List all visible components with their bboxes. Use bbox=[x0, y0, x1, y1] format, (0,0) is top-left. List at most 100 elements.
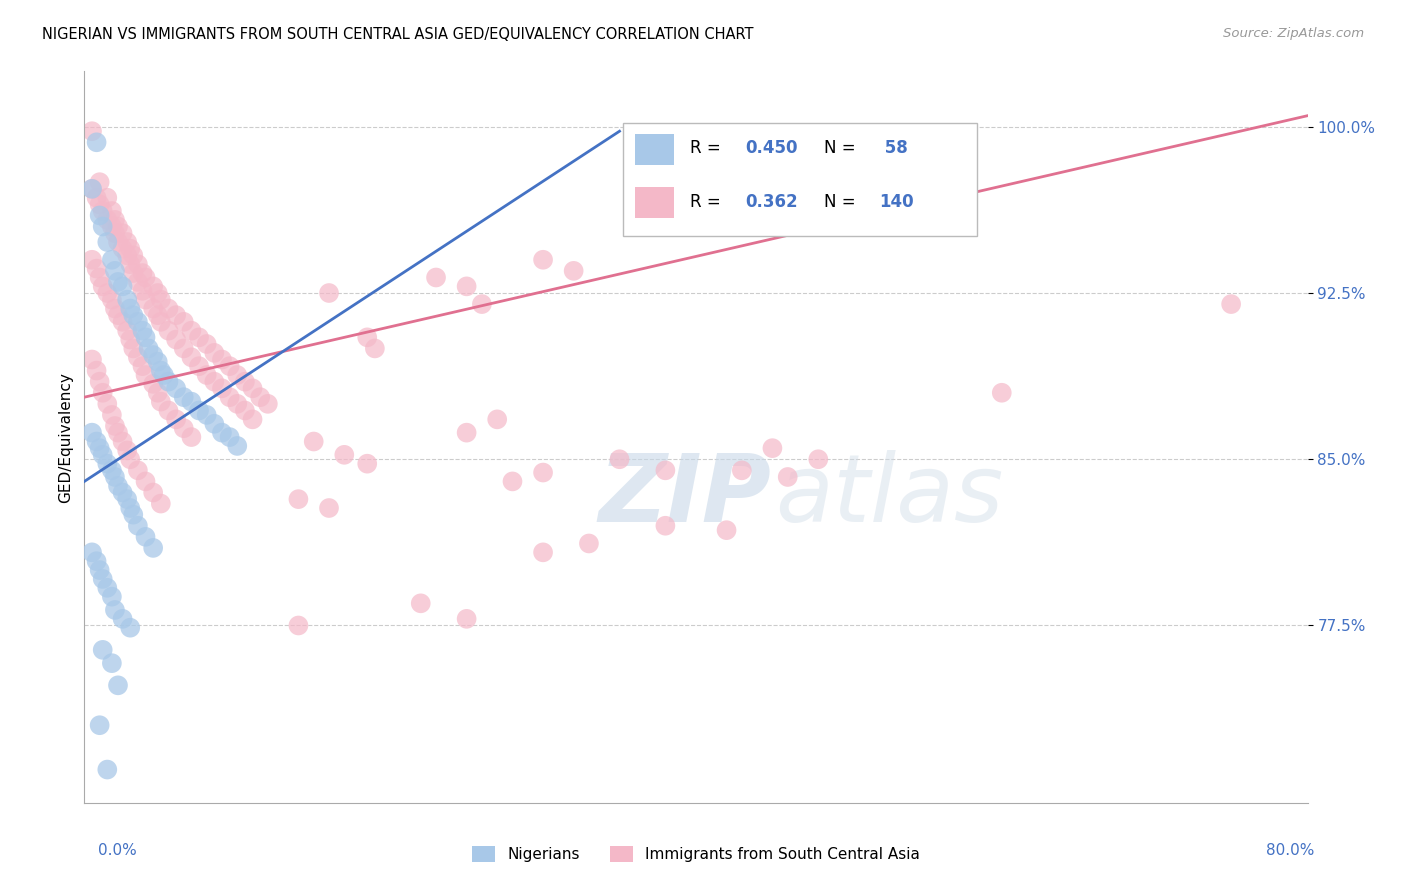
Point bbox=[107, 479, 129, 493]
Text: 80.0%: 80.0% bbox=[1267, 843, 1315, 858]
Point bbox=[104, 470, 127, 484]
Point bbox=[531, 545, 554, 559]
Point bbox=[101, 463, 124, 477]
Point bbox=[173, 390, 195, 404]
Point bbox=[157, 301, 180, 316]
Point bbox=[96, 457, 118, 471]
Point bbox=[122, 342, 145, 356]
Point bbox=[111, 612, 134, 626]
Point bbox=[135, 270, 157, 285]
Point bbox=[157, 403, 180, 417]
Point bbox=[287, 618, 309, 632]
Point bbox=[120, 301, 142, 316]
Point bbox=[111, 279, 134, 293]
FancyBboxPatch shape bbox=[636, 135, 673, 165]
Point bbox=[104, 226, 127, 240]
Point bbox=[104, 301, 127, 316]
Point bbox=[202, 375, 225, 389]
Text: 0.0%: 0.0% bbox=[98, 843, 138, 858]
Point bbox=[131, 359, 153, 373]
Point bbox=[188, 359, 211, 373]
Point bbox=[149, 315, 172, 329]
Point bbox=[287, 492, 309, 507]
Point bbox=[233, 403, 256, 417]
Point bbox=[202, 417, 225, 431]
Point bbox=[333, 448, 356, 462]
Point bbox=[165, 412, 187, 426]
Point bbox=[146, 308, 169, 322]
Point bbox=[142, 541, 165, 555]
Point bbox=[654, 463, 676, 477]
Point bbox=[91, 279, 114, 293]
Point bbox=[249, 390, 271, 404]
Point bbox=[173, 315, 195, 329]
Point bbox=[146, 385, 169, 400]
Point bbox=[318, 285, 340, 300]
Point bbox=[131, 266, 153, 280]
Point bbox=[120, 242, 142, 256]
Point bbox=[180, 351, 202, 365]
Text: N =: N = bbox=[824, 193, 862, 211]
Point bbox=[107, 425, 129, 440]
Point bbox=[96, 763, 118, 777]
Point bbox=[149, 497, 172, 511]
Point bbox=[127, 518, 149, 533]
Point bbox=[226, 368, 249, 382]
Point bbox=[122, 248, 145, 262]
FancyBboxPatch shape bbox=[623, 122, 977, 235]
Point bbox=[165, 381, 187, 395]
Point bbox=[135, 368, 157, 382]
Point bbox=[101, 408, 124, 422]
Point bbox=[101, 656, 124, 670]
Point bbox=[173, 342, 195, 356]
Point bbox=[111, 242, 134, 256]
Point bbox=[135, 293, 157, 307]
Point bbox=[211, 381, 233, 395]
Point bbox=[142, 485, 165, 500]
Point bbox=[425, 270, 447, 285]
Text: ZIP: ZIP bbox=[598, 450, 770, 541]
Point bbox=[96, 235, 118, 249]
Point bbox=[89, 441, 111, 455]
Point bbox=[195, 337, 218, 351]
Point bbox=[96, 191, 118, 205]
Point bbox=[218, 430, 240, 444]
Point bbox=[91, 204, 114, 219]
Point bbox=[101, 204, 124, 219]
Point bbox=[991, 385, 1014, 400]
Point bbox=[127, 275, 149, 289]
Text: 58: 58 bbox=[880, 139, 908, 157]
Point bbox=[609, 452, 631, 467]
Text: 0.450: 0.450 bbox=[745, 139, 797, 157]
Point bbox=[115, 293, 138, 307]
Point bbox=[115, 443, 138, 458]
Point bbox=[120, 333, 142, 347]
Point bbox=[111, 315, 134, 329]
Point bbox=[107, 308, 129, 322]
Point bbox=[127, 463, 149, 477]
Point bbox=[91, 385, 114, 400]
Point bbox=[146, 285, 169, 300]
Point bbox=[188, 403, 211, 417]
Point bbox=[127, 351, 149, 365]
Point bbox=[456, 279, 478, 293]
Point bbox=[153, 368, 176, 382]
Point bbox=[101, 293, 124, 307]
Point bbox=[127, 257, 149, 271]
Point bbox=[120, 257, 142, 271]
Point bbox=[111, 226, 134, 240]
Point bbox=[302, 434, 325, 449]
Point bbox=[578, 536, 600, 550]
Point bbox=[89, 175, 111, 189]
Point bbox=[80, 252, 103, 267]
Point bbox=[135, 330, 157, 344]
Point bbox=[218, 359, 240, 373]
Point bbox=[409, 596, 432, 610]
Legend: Nigerians, Immigrants from South Central Asia: Nigerians, Immigrants from South Central… bbox=[465, 840, 927, 868]
Point bbox=[456, 612, 478, 626]
Point bbox=[242, 412, 264, 426]
Point bbox=[226, 397, 249, 411]
Point bbox=[111, 485, 134, 500]
Point bbox=[173, 421, 195, 435]
Point bbox=[131, 324, 153, 338]
